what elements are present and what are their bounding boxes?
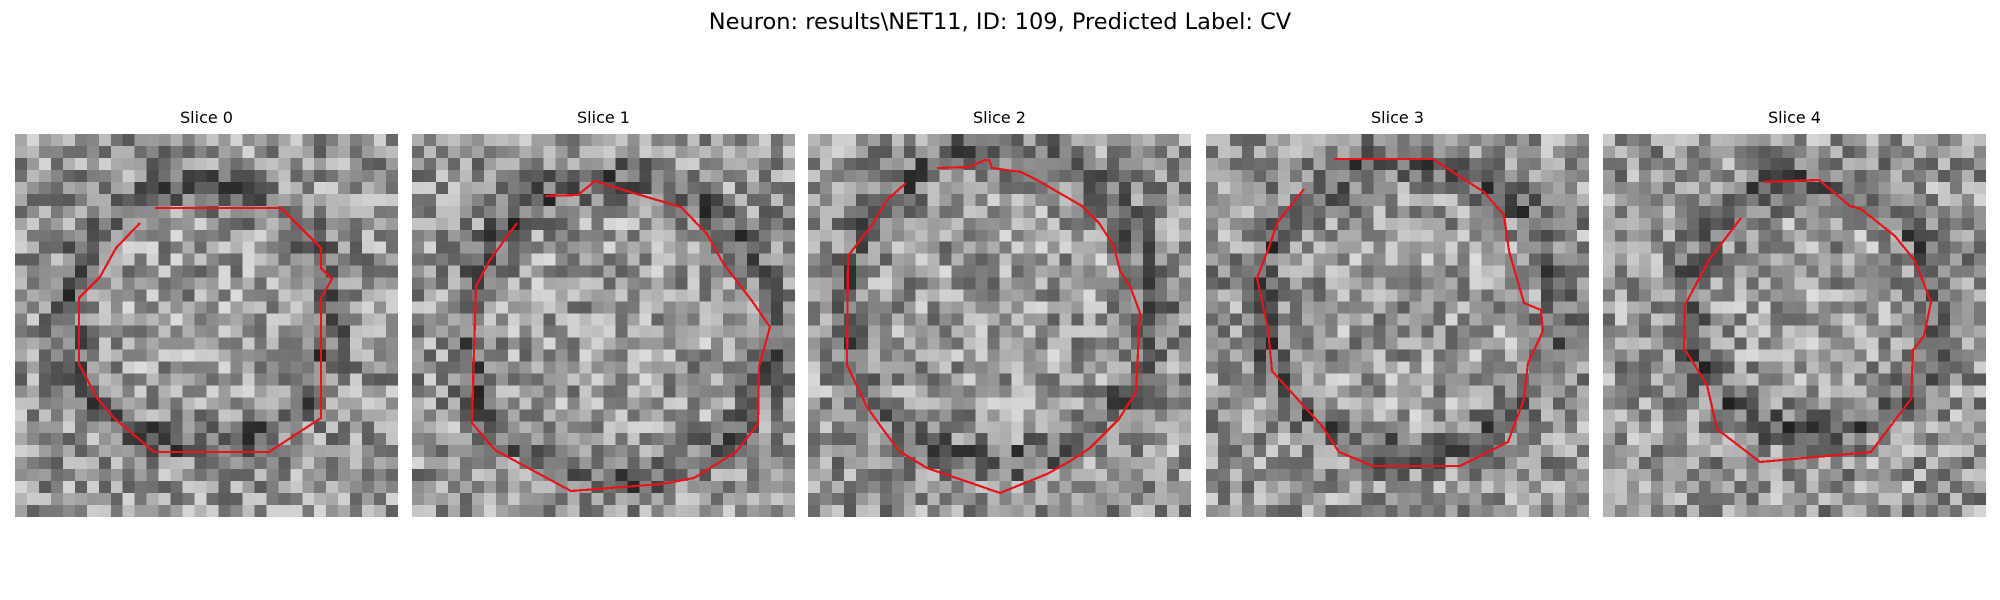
slice-image-3	[1206, 134, 1589, 517]
neuron-contour-3	[1255, 157, 1545, 468]
slice-panel-0: Slice 0	[15, 108, 398, 517]
slice-panel-2: Slice 2	[808, 108, 1191, 517]
figure-title: Neuron: results\NET11, ID: 109, Predicte…	[708, 9, 1292, 35]
neuron-contour-1	[470, 179, 772, 493]
slice-panel-4: Slice 4	[1603, 108, 1986, 517]
slice-image-1	[412, 134, 795, 517]
slice-panel-1: Slice 1	[412, 108, 795, 517]
neuron-contour-2	[845, 158, 1142, 495]
neuron-contour-4	[1682, 178, 1933, 464]
neuron-contour-0	[77, 206, 334, 454]
slice-image-2	[808, 134, 1191, 517]
slice-image-0	[15, 134, 398, 517]
slice-title-0: Slice 0	[180, 108, 233, 127]
slice-title-1: Slice 1	[577, 108, 630, 127]
slice-title-3: Slice 3	[1371, 108, 1424, 127]
slice-title-2: Slice 2	[973, 108, 1026, 127]
slice-panel-3: Slice 3	[1206, 108, 1589, 517]
slice-title-4: Slice 4	[1768, 108, 1821, 127]
slice-image-4	[1603, 134, 1986, 517]
